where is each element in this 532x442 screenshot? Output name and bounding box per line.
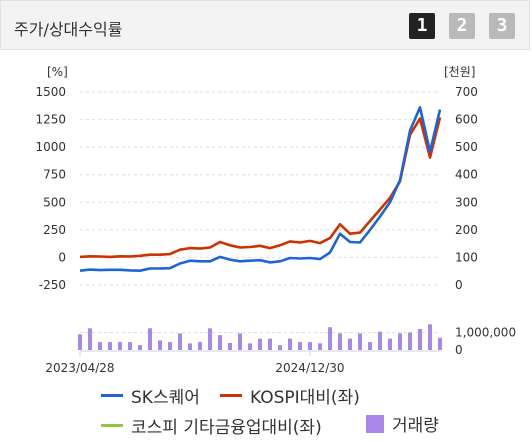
volume-bar xyxy=(428,324,432,350)
volume-bar xyxy=(278,345,282,350)
volume-bar xyxy=(138,345,142,350)
left-tick-label: -250 xyxy=(39,278,66,292)
legend-swatch-sector xyxy=(101,424,123,427)
left-tick-label: 0 xyxy=(58,250,66,264)
volume-bar xyxy=(188,343,192,350)
volume-bar xyxy=(358,333,362,350)
volume-bar xyxy=(108,342,112,350)
right-tick-label: 600 xyxy=(455,113,478,127)
volume-bar xyxy=(288,338,292,350)
volume-bar xyxy=(438,337,442,350)
volume-bar xyxy=(228,343,232,350)
volume-bar xyxy=(128,342,132,350)
volume-bar xyxy=(318,343,322,350)
volume-bar xyxy=(238,333,242,350)
legend-item-volume[interactable]: 거래량 xyxy=(366,411,439,436)
volume-bar xyxy=(118,342,122,350)
right-tick-label: 100 xyxy=(455,250,478,264)
left-tick-label: 1250 xyxy=(35,113,66,127)
left-tick-label: 750 xyxy=(43,168,66,182)
right-axis-unit: [천원] xyxy=(444,64,475,79)
page-2-button[interactable]: 2 xyxy=(449,13,475,39)
series-line-0 xyxy=(79,106,442,273)
volume-bar xyxy=(388,338,392,350)
page-3-button[interactable]: 3 xyxy=(489,13,515,39)
legend-item-kospi[interactable]: KOSPI대비(좌) xyxy=(220,383,360,408)
volume-bar xyxy=(148,328,152,350)
chart-title: 주가/상대수익률 xyxy=(14,20,123,39)
volume-bar xyxy=(168,342,172,350)
right-tick-label: 0 xyxy=(455,278,463,292)
volume-bar xyxy=(268,338,272,350)
volume-bar xyxy=(88,328,92,350)
volume-bar xyxy=(308,342,312,350)
volume-bar xyxy=(78,334,82,350)
volume-bar xyxy=(418,329,422,350)
series-line-1 xyxy=(79,117,442,259)
volume-bar xyxy=(328,327,332,350)
volume-bar xyxy=(218,335,222,350)
volume-bar xyxy=(298,342,302,350)
legend-item-sk[interactable]: SK스퀘어 xyxy=(101,383,200,408)
volume-bar xyxy=(158,340,162,350)
volume-bar xyxy=(368,342,372,350)
legend-label-sk: SK스퀘어 xyxy=(131,388,200,408)
volume-bar xyxy=(248,343,252,350)
page-1-button[interactable]: 1 xyxy=(409,13,435,39)
right-tick-label: 400 xyxy=(455,168,478,182)
volume-tick-label: 1,000,000 xyxy=(455,326,516,340)
right-tick-label: 200 xyxy=(455,223,478,237)
legend-label-sector: 코스피 기타금융업대비(좌) xyxy=(131,418,322,438)
legend-label-kospi: KOSPI대비(좌) xyxy=(250,388,360,408)
volume-bar xyxy=(408,332,412,350)
left-tick-label: 1000 xyxy=(35,140,66,154)
volume-bar xyxy=(398,333,402,350)
x-tick-label: 2023/04/28 xyxy=(45,361,114,375)
legend-label-volume: 거래량 xyxy=(392,416,439,436)
volume-bar xyxy=(98,342,102,350)
left-tick-label: 1500 xyxy=(35,85,66,99)
legend-swatch-kospi xyxy=(220,394,242,397)
volume-bar xyxy=(338,333,342,350)
left-axis-unit: [%] xyxy=(47,65,68,79)
volume-bar xyxy=(258,338,262,350)
volume-bar xyxy=(208,328,212,350)
x-tick-label: 2024/12/30 xyxy=(275,361,344,375)
volume-bar xyxy=(348,338,352,350)
legend-swatch-sk xyxy=(101,394,123,397)
legend-item-sector[interactable]: 코스피 기타금융업대비(좌) xyxy=(101,413,322,438)
left-tick-label: 250 xyxy=(43,223,66,237)
legend-swatch-volume xyxy=(366,414,384,433)
chart-header: 주가/상대수익률 1 2 3 xyxy=(0,0,530,50)
volume-bar xyxy=(378,331,382,350)
right-tick-label: 300 xyxy=(455,195,478,209)
volume-bar xyxy=(198,342,202,350)
left-tick-label: 500 xyxy=(43,195,66,209)
right-tick-label: 700 xyxy=(455,85,478,99)
volume-tick-label: 0 xyxy=(455,343,463,357)
volume-bar xyxy=(178,333,182,350)
right-tick-label: 500 xyxy=(455,140,478,154)
